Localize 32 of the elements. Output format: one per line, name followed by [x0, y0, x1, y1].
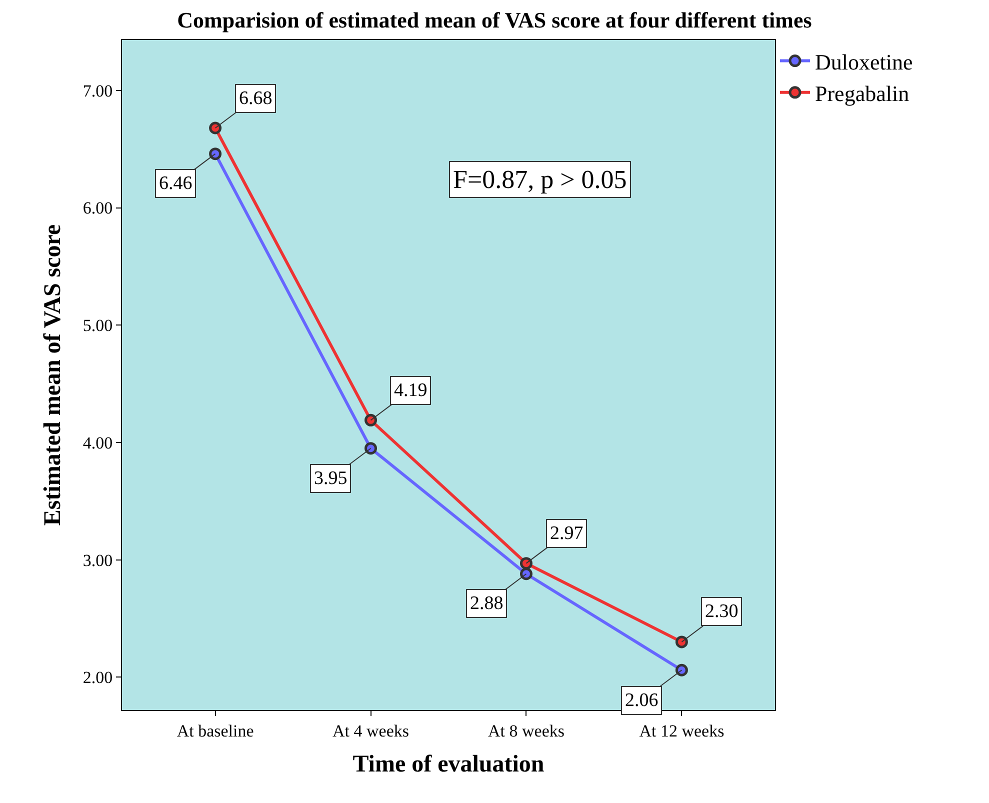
y-tick-label: 2.00 [82, 668, 113, 688]
data-label: 2.06 [625, 690, 658, 711]
y-axis-title: Estimated mean of VAS score [40, 224, 66, 526]
y-tick-label: 5.00 [82, 316, 113, 336]
y-tick-label: 4.00 [82, 433, 113, 452]
y-tick-label: 6.00 [82, 198, 113, 218]
point [520, 568, 532, 580]
point [675, 636, 688, 648]
point [364, 442, 378, 455]
x-axis-title: Time of evaluation [352, 752, 544, 778]
x-tick-label: At 4 weeks [332, 721, 409, 740]
data-label: 2.30 [705, 601, 738, 622]
point [520, 557, 532, 570]
data-label: 6.68 [239, 88, 272, 109]
legend-label: Duloxetine [815, 49, 913, 74]
y-tick-label: 7.00 [82, 81, 113, 100]
annotation: F=0.87, p > 0.05 [453, 165, 627, 194]
point [675, 664, 688, 676]
chart-title: Comparision of estimated mean of VAS score at four different times [177, 7, 812, 32]
point [209, 148, 222, 160]
x-tick-label: At baseline [176, 721, 254, 740]
data-label: 3.95 [314, 468, 348, 489]
data-label: 4.19 [394, 380, 428, 401]
y-tick-label: 3.00 [82, 550, 113, 570]
point [209, 122, 222, 134]
point [364, 414, 378, 426]
data-label: 2.88 [470, 593, 504, 614]
x-tick-label: At 8 weeks [488, 721, 564, 740]
legend-label: Pregabalin [815, 80, 910, 106]
data-label: 6.46 [159, 173, 192, 194]
data-label: 2.97 [550, 523, 584, 544]
x-tick-label: At 12 weeks [639, 721, 724, 740]
